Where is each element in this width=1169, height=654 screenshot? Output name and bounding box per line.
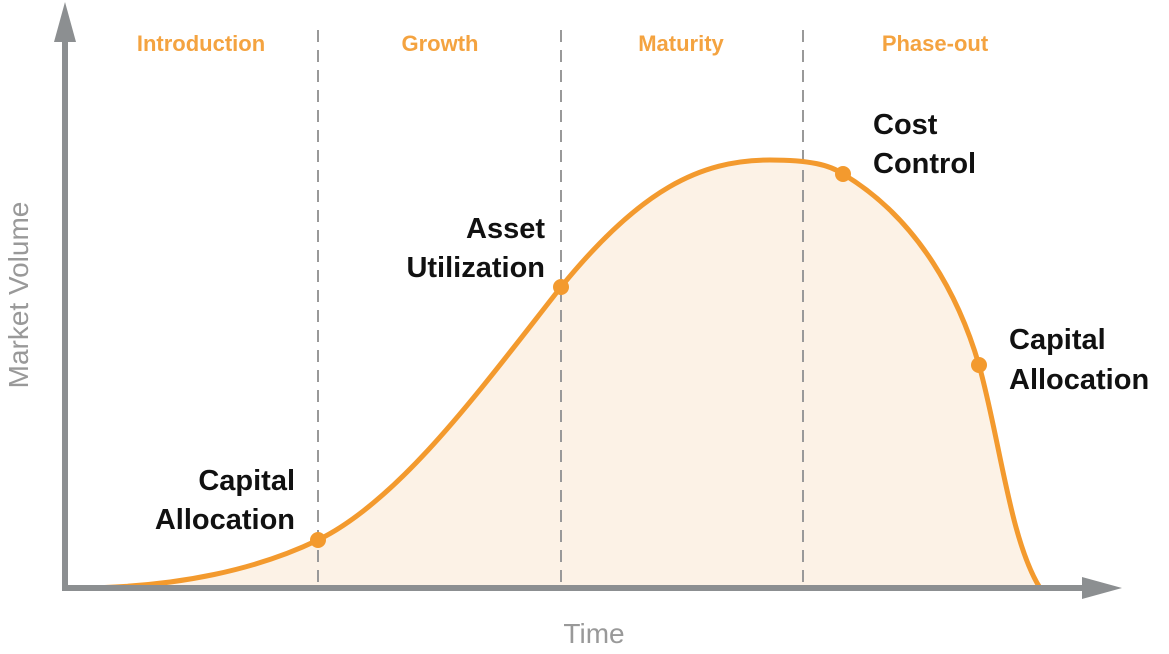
point-label: Capital	[1009, 324, 1106, 356]
point-label: Capital	[198, 465, 295, 497]
phase-label: Maturity	[638, 31, 724, 56]
phase-label: Phase-out	[882, 31, 989, 56]
phase-label: Introduction	[137, 31, 265, 56]
point-label: Cost	[873, 109, 938, 141]
marker	[835, 166, 851, 182]
point-label: Asset	[466, 213, 545, 245]
point-label: Control	[873, 148, 976, 180]
point-label: Utilization	[406, 252, 545, 284]
x-arrow	[1082, 577, 1122, 599]
y-arrow	[54, 2, 76, 42]
point-label: Allocation	[155, 504, 295, 536]
phase-label: Growth	[402, 31, 479, 56]
marker	[310, 532, 326, 548]
curve-area	[75, 160, 1040, 588]
x-axis-title: Time	[563, 618, 624, 649]
marker	[971, 357, 987, 373]
markers	[310, 166, 987, 548]
y-axis-title: Market Volume	[3, 202, 34, 389]
phase-dividers	[317, 30, 804, 585]
point-label: Allocation	[1009, 364, 1149, 396]
marker	[553, 279, 569, 295]
